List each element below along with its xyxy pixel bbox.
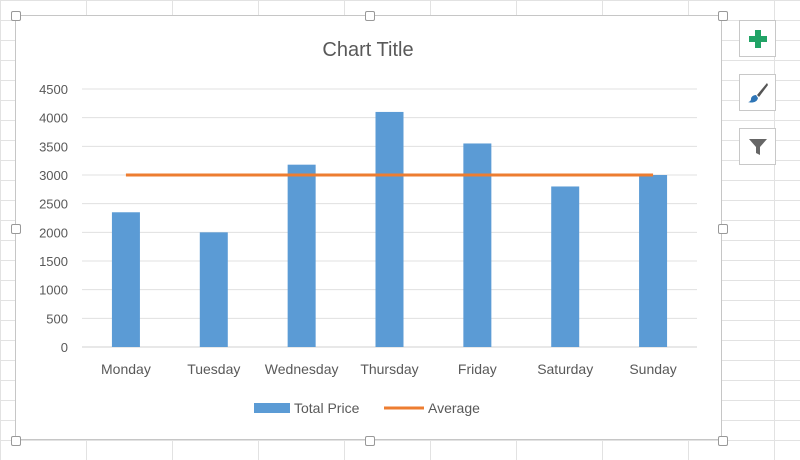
- paintbrush-icon: [747, 82, 768, 103]
- bar-wednesday: [287, 164, 316, 347]
- bar-thursday: [375, 111, 404, 347]
- bar-saturday: [551, 186, 580, 347]
- x-tick-label: Saturday: [537, 361, 593, 377]
- y-tick-label: 500: [46, 311, 68, 326]
- resize-handle-right[interactable]: [718, 224, 728, 234]
- y-tick-label: 0: [61, 340, 68, 355]
- plus-icon: [748, 29, 767, 48]
- resize-handle-bottom-right[interactable]: [718, 436, 728, 446]
- x-tick-label: Sunday: [629, 361, 676, 377]
- resize-handle-top-left[interactable]: [11, 11, 21, 21]
- bar-tuesday: [199, 232, 228, 347]
- resize-handle-bottom[interactable]: [365, 436, 375, 446]
- resize-handle-top-right[interactable]: [718, 11, 728, 21]
- chart-title[interactable]: Chart Title: [322, 39, 413, 61]
- y-tick-label: 4500: [39, 82, 68, 97]
- legend-swatch-total-price: [254, 403, 290, 413]
- y-tick-label: 3000: [39, 168, 68, 183]
- bar-monday: [111, 212, 140, 347]
- resize-handle-bottom-left[interactable]: [11, 436, 21, 446]
- chart-elements-button[interactable]: [739, 20, 776, 57]
- y-tick-label: 4000: [39, 111, 68, 126]
- y-tick-label: 1000: [39, 283, 68, 298]
- x-tick-label: Tuesday: [187, 361, 240, 377]
- chart-styles-button[interactable]: [739, 74, 776, 111]
- filter-icon: [748, 138, 767, 155]
- x-tick-label: Thursday: [360, 361, 418, 377]
- y-tick-label: 2500: [39, 197, 68, 212]
- resize-handle-left[interactable]: [11, 224, 21, 234]
- bar-friday: [463, 143, 492, 347]
- y-tick-label: 1500: [39, 254, 68, 269]
- y-tick-label: 2000: [39, 225, 68, 240]
- bar-sunday: [639, 175, 668, 347]
- chart-filters-button[interactable]: [739, 128, 776, 165]
- x-tick-label: Friday: [458, 361, 497, 377]
- x-tick-label: Wednesday: [265, 361, 339, 377]
- legend-label: Total Price: [294, 400, 360, 416]
- resize-handle-top[interactable]: [365, 11, 375, 21]
- legend-label: Average: [428, 400, 480, 416]
- y-tick-label: 3500: [39, 139, 68, 154]
- x-tick-label: Monday: [101, 361, 151, 377]
